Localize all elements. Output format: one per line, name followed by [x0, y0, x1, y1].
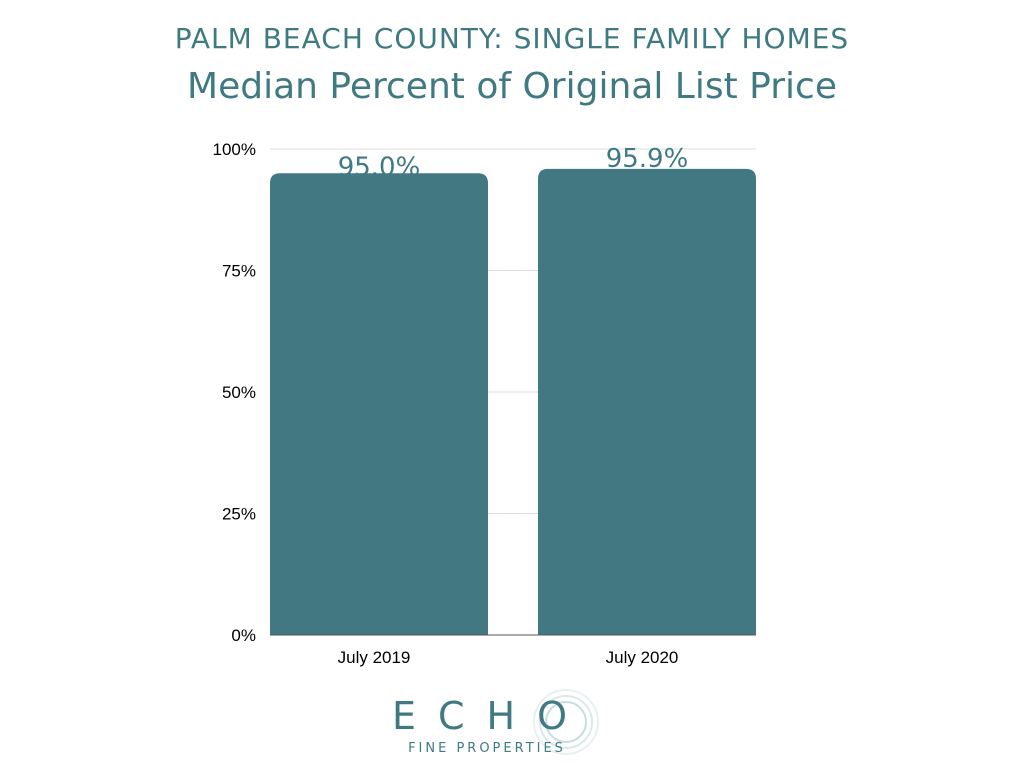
- x-tick-label: July 2019: [338, 648, 411, 667]
- data-label: 95.9%: [606, 144, 689, 174]
- bar: [270, 173, 488, 636]
- y-tick-label: 25%: [222, 505, 256, 524]
- data-label: 95.0%: [338, 152, 421, 182]
- logo-wordmark: ECHO: [392, 694, 590, 738]
- bar: [538, 168, 756, 635]
- x-tick-label: July 2020: [606, 648, 679, 667]
- chart-title: PALM BEACH COUNTY: SINGLE FAMILY HOMES: [174, 22, 850, 55]
- echo-logo: ECHO FINE PROPERTIES: [392, 688, 612, 764]
- chart-subtitle: Median Percent of Original List Price: [187, 66, 837, 107]
- logo-rings-icon: [533, 689, 599, 755]
- y-tick-label: 100%: [213, 140, 256, 159]
- y-tick-label: 50%: [222, 383, 256, 402]
- logo-tagline: FINE PROPERTIES: [408, 741, 566, 756]
- y-tick-label: 0%: [231, 626, 256, 645]
- y-tick-label: 75%: [222, 262, 256, 281]
